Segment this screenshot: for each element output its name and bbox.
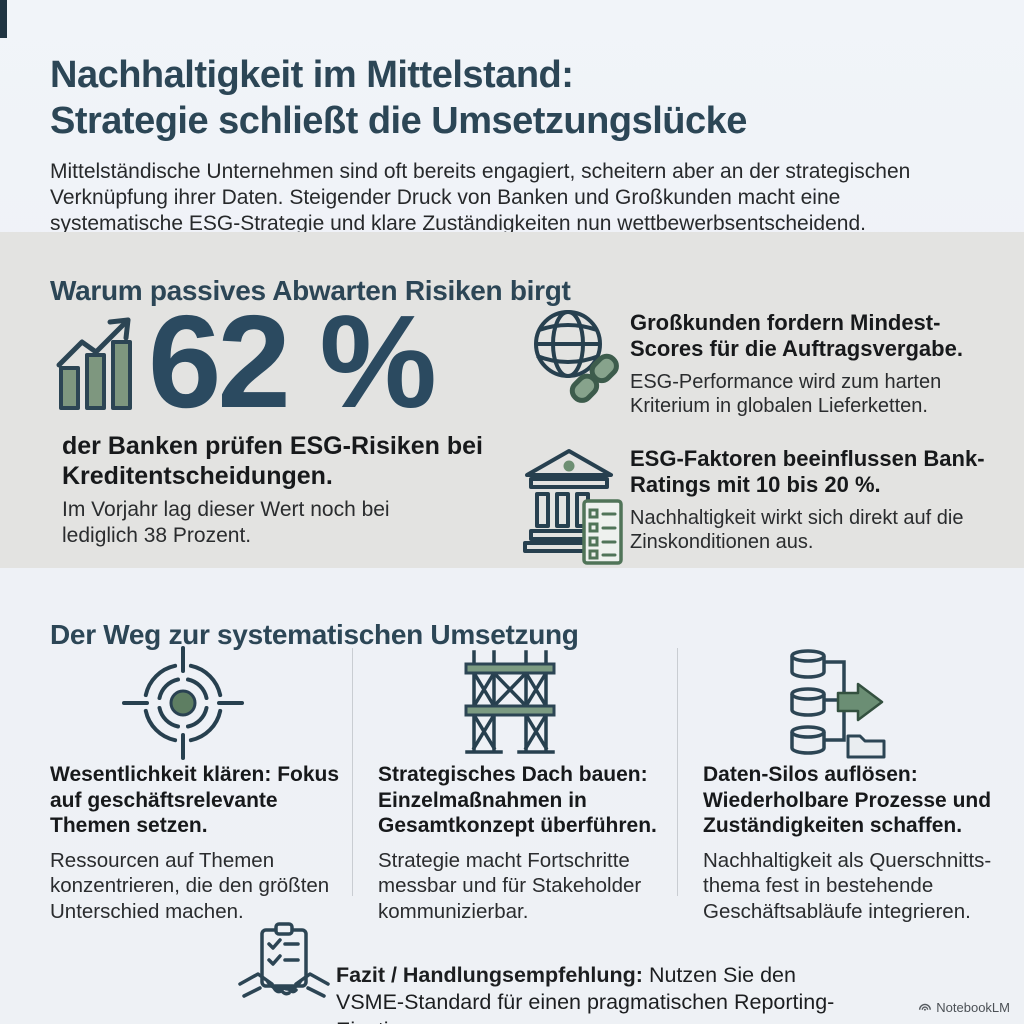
- risk-item-title: ESG-Faktoren beeinflussen Bank-Ratings m…: [630, 446, 985, 497]
- risk-section-heading: Warum passives Abwarten Risiken birgt: [50, 275, 571, 307]
- risk-item: ESG-Faktoren beeinflussen Bank-Ratings m…: [630, 446, 990, 555]
- path-column: Strategisches Dach bauen: Einzelmaßnahme…: [378, 762, 680, 924]
- page-title-line2: Strategie schließt die Umsetzungslücke: [50, 100, 747, 143]
- intro-paragraph: Mittelständische Unternehmen sind oft be…: [50, 160, 911, 236]
- risk-item-text: ESG-Performance wird zum harten Kriteriu…: [630, 370, 942, 418]
- risk-item-title: Großkunden fordern Mindest-Scores für di…: [630, 310, 963, 361]
- notebooklm-logo-icon: [917, 1000, 932, 1015]
- path-column-text: Ressourcen auf Themen konzentrieren, die…: [50, 848, 330, 923]
- risk-section-band: [0, 232, 1024, 568]
- target-icon: [118, 646, 248, 760]
- stat-label: der Banken prüfen ESG-Risiken bei Kredit…: [62, 432, 483, 490]
- path-column: Daten-Silos auflösen: Wiederholbare Proz…: [703, 762, 1005, 924]
- page-title: Nachhaltigkeit im Mittelstand: Strategie …: [50, 53, 950, 144]
- column-divider: [352, 648, 353, 896]
- footer-recommendation: Fazit / Handlungsempfehlung: Nutzen Sie …: [336, 962, 846, 1024]
- risk-item-text: Nachhaltigkeit wirkt sich direkt auf die…: [630, 506, 964, 554]
- page-title-line1: Nachhaltigkeit im Mittelstand:: [50, 54, 574, 97]
- path-column-title: Strategisches Dach bauen: Einzelmaßnahme…: [378, 763, 657, 838]
- path-column-text: Strategie macht Fortschritte messbar und…: [378, 848, 642, 923]
- column-divider: [677, 648, 678, 896]
- path-section-heading: Der Weg zur systematischen Umsetzung: [50, 619, 579, 651]
- watermark-label: NotebookLM: [936, 1000, 1010, 1015]
- stat-subtext: Im Vorjahr lag dieser Wert noch bei ledi…: [62, 498, 390, 547]
- path-column-title: Daten-Silos auflösen: Wiederholbare Proz…: [703, 763, 992, 838]
- handshake-clipboard-icon: [238, 922, 330, 1018]
- bank-checklist-icon: [522, 444, 624, 569]
- path-column-title: Wesentlichkeit klären: Fokus auf geschäf…: [50, 763, 340, 838]
- scaffold-icon: [460, 648, 560, 760]
- footer-label: Fazit / Handlungsempfehlung:: [336, 962, 643, 987]
- page-edge-mark: [0, 0, 7, 38]
- bar-chart-trend-icon: [54, 308, 142, 414]
- path-column: Wesentlichkeit klären: Fokus auf geschäf…: [50, 762, 352, 924]
- footer-body: Nutzen Sie den VSME-Standard für einen p…: [336, 962, 835, 1024]
- watermark: NotebookLM: [917, 1000, 1010, 1015]
- data-silos-arrow-folder-icon: [786, 648, 886, 763]
- risk-item: Großkunden fordern Mindest-Scores für di…: [630, 310, 990, 419]
- globe-chain-icon: [528, 306, 626, 408]
- stat-value: 62 %: [148, 288, 437, 435]
- path-column-text: Nachhaltigkeit als Querschnitts-thema fe…: [703, 848, 992, 923]
